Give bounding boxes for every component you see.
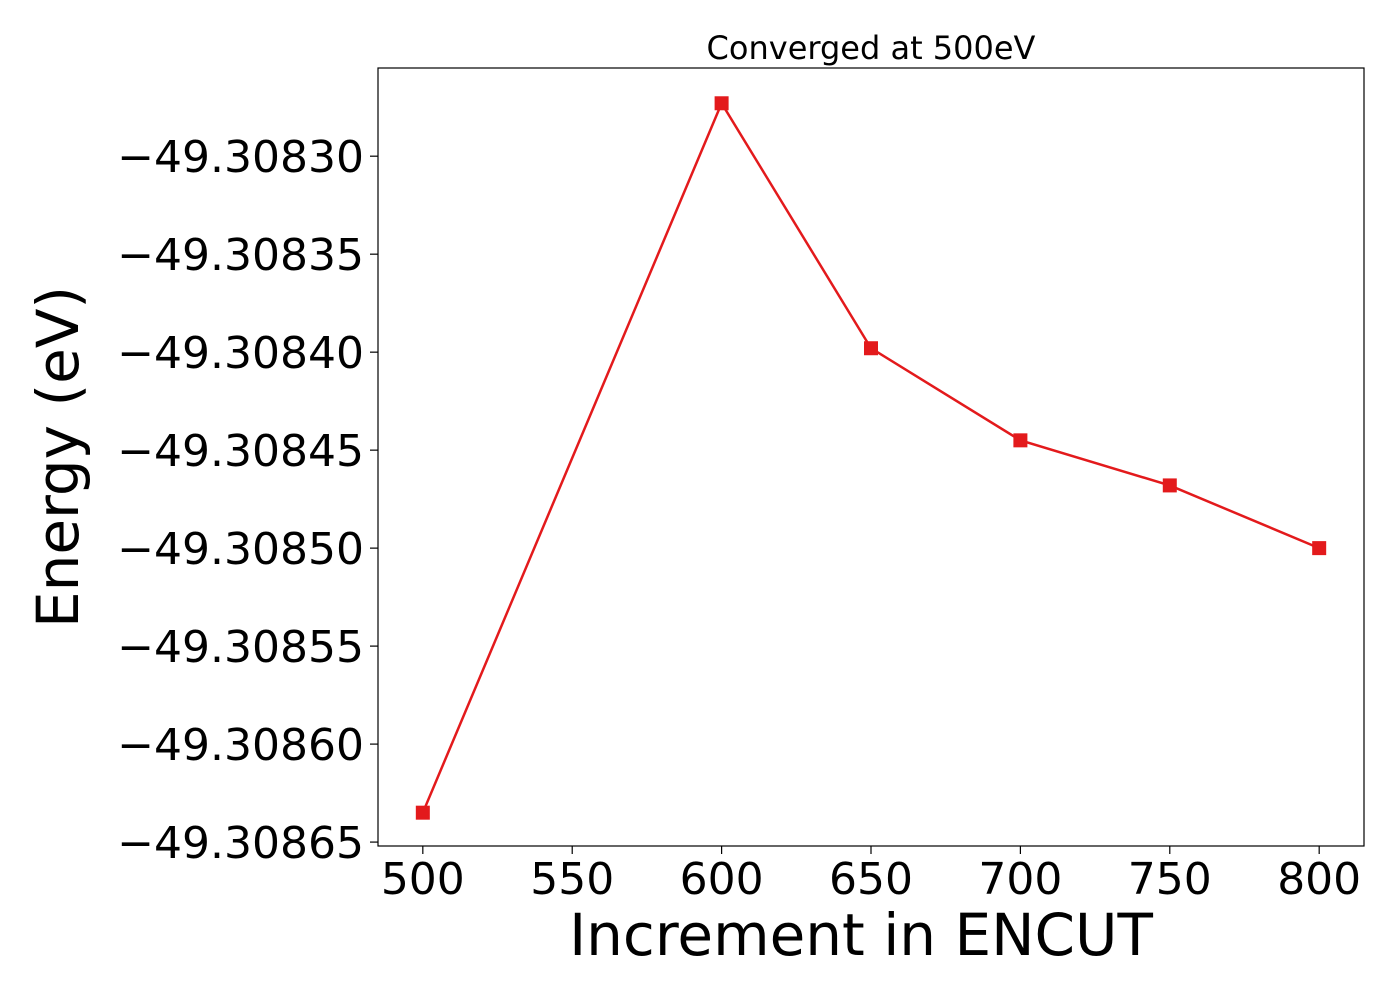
x-tick-label: 600 [680, 854, 764, 905]
x-tick-label: 700 [978, 854, 1062, 905]
x-tick-label: 500 [381, 854, 465, 905]
y-axis-ticks: −49.30830 −49.30835 −49.30840 −49.30845 −49.… [117, 132, 378, 869]
y-tick-label: −49.30865 [117, 818, 364, 869]
y-tick-label: −49.30845 [117, 426, 364, 477]
x-tick-label: 650 [829, 854, 913, 905]
y-tick-label: −49.30830 [117, 132, 364, 183]
y-tick-label: −49.30860 [117, 720, 364, 771]
data-point-marker [864, 341, 878, 356]
y-tick-label: −49.30855 [117, 622, 364, 673]
data-point-marker [415, 805, 430, 820]
x-tick-label: 800 [1277, 854, 1361, 905]
y-tick-label: −49.30840 [117, 328, 364, 379]
x-tick-label: 550 [530, 854, 614, 905]
x-axis-label: Increment in ENCUT [569, 901, 1153, 969]
plot-area-frame [377, 67, 1365, 847]
series-layer [415, 96, 1327, 820]
y-tick-label: −49.30835 [117, 230, 364, 281]
chart-title: Converged at 500eV [707, 29, 1036, 67]
data-point-marker [714, 96, 729, 111]
x-tick-label: 750 [1128, 854, 1212, 905]
data-point-marker [1162, 478, 1177, 493]
data-point-marker [1312, 541, 1327, 556]
y-tick-label: −49.30850 [117, 524, 364, 575]
data-point-marker [1013, 433, 1028, 448]
x-axis-ticks: 500 550 600 650 700 750 800 [381, 846, 1361, 905]
y-axis-label: Energy (eV) [24, 286, 92, 628]
energy-line [421, 100, 1320, 814]
